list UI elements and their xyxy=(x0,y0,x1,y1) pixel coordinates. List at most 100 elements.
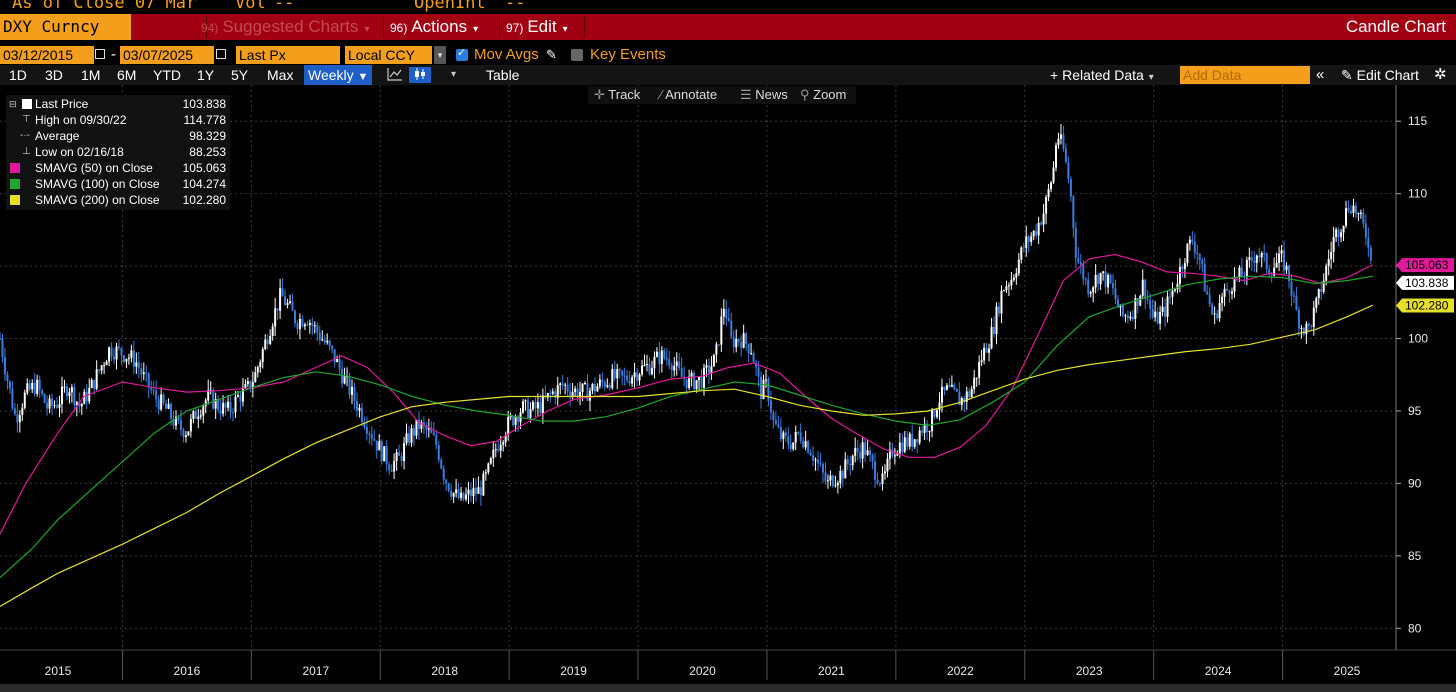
key-events-checkbox[interactable] xyxy=(571,49,583,61)
calendar-icon[interactable] xyxy=(216,49,226,59)
chevron-down-icon[interactable]: ▾ xyxy=(434,46,446,64)
candle-body xyxy=(1208,294,1211,305)
ticker-field[interactable]: DXY Curncy xyxy=(0,14,131,40)
zoom-button[interactable]: ⚲ Zoom xyxy=(800,86,846,104)
edit-button[interactable]: 97) Edit ▾ xyxy=(506,14,568,40)
candle-body xyxy=(1007,285,1010,287)
legend-label: Low on 02/16/18 xyxy=(35,145,124,159)
candle-body xyxy=(1273,267,1276,276)
period-6m[interactable]: 6M xyxy=(117,67,137,83)
candle-body xyxy=(417,419,420,429)
price-chart[interactable]: 80859095100105110115 2015201620172018201… xyxy=(0,85,1456,684)
candle-body xyxy=(807,441,810,453)
frequency-select[interactable]: Weekly ▼ xyxy=(304,65,373,85)
related-data-button[interactable]: + Related Data ▾ xyxy=(1050,65,1154,85)
candle-body xyxy=(819,463,822,465)
candle-body xyxy=(93,379,96,389)
candle-body xyxy=(908,433,911,447)
candle-body xyxy=(561,383,564,386)
chevron-down-icon: ▼ xyxy=(357,71,369,83)
end-date-field[interactable]: 03/07/2025 xyxy=(120,46,214,64)
candle-body xyxy=(1245,259,1248,277)
candle-body xyxy=(460,492,463,499)
collapse-icon[interactable]: ⊟ xyxy=(9,99,17,109)
suggested-num: 94) xyxy=(201,21,219,35)
candle-body xyxy=(1089,292,1092,294)
table-button[interactable]: Table xyxy=(486,67,520,83)
news-button[interactable]: ☰ News xyxy=(740,86,788,104)
price-field-select[interactable]: Last Px xyxy=(236,46,340,64)
y-tick-label: 110 xyxy=(1408,187,1427,201)
candle-body xyxy=(1213,313,1216,315)
suggested-charts-button[interactable]: 94) Suggested Charts ▾ xyxy=(201,14,369,40)
double-chevron-left-icon[interactable]: « xyxy=(1316,66,1325,83)
track-button[interactable]: ✛ Track xyxy=(594,86,640,104)
candle-body xyxy=(579,391,582,398)
candle-body xyxy=(802,440,805,448)
candle-body xyxy=(83,391,86,405)
candle-body xyxy=(489,458,492,464)
candle-body xyxy=(1349,210,1352,214)
currency-select[interactable]: Local CCY xyxy=(345,46,432,64)
period-1m[interactable]: 1M xyxy=(81,67,101,83)
candle-body xyxy=(1181,266,1184,269)
candle-body xyxy=(427,427,430,430)
edit-chart-button[interactable]: ✎ Edit Chart xyxy=(1341,65,1419,85)
candle-body xyxy=(348,375,351,395)
candle-body xyxy=(383,446,386,462)
candle-body xyxy=(355,400,358,411)
candle-body xyxy=(613,368,616,379)
candle-body xyxy=(1332,237,1335,252)
period-5y[interactable]: 5Y xyxy=(231,67,249,83)
candle-body xyxy=(477,487,480,494)
candle-body xyxy=(1206,291,1209,295)
candle-body xyxy=(358,407,361,411)
candle-body xyxy=(98,369,101,371)
candle-body xyxy=(1357,213,1360,215)
legend-last-price[interactable]: ⊟ Last Price 103.838 xyxy=(6,96,230,112)
chevron-down-icon[interactable]: ▾ xyxy=(451,69,457,80)
pencil-icon[interactable]: ✎ xyxy=(546,47,557,62)
period-1d[interactable]: 1D xyxy=(9,67,27,83)
legend-sma200[interactable]: SMAVG (200) on Close 102.280 xyxy=(6,192,230,208)
gear-icon[interactable]: ✲ xyxy=(1434,66,1447,83)
candle-body xyxy=(1109,274,1112,284)
mov-avgs-checkbox[interactable]: ✓ xyxy=(456,47,468,61)
annotate-button[interactable]: ⁄ Annotate xyxy=(660,86,717,104)
candle-body xyxy=(541,395,544,414)
candle-body xyxy=(75,401,78,406)
candle-body xyxy=(1059,134,1062,139)
period-1y[interactable]: 1Y xyxy=(197,67,215,83)
candle-body xyxy=(648,363,651,375)
candle-chart-icon[interactable] xyxy=(409,67,431,83)
line-chart-icon[interactable] xyxy=(384,67,406,83)
candle-body xyxy=(973,377,976,389)
candle-body xyxy=(1079,262,1082,265)
candle-body xyxy=(219,409,222,414)
candle-body xyxy=(782,432,785,440)
candle-body xyxy=(588,390,591,401)
candle-body xyxy=(512,416,515,426)
candle-body xyxy=(122,355,125,362)
candle-body xyxy=(769,400,772,413)
candle-body xyxy=(194,411,197,419)
add-data-input[interactable]: Add Data xyxy=(1180,66,1310,84)
candle-body xyxy=(556,385,559,398)
calendar-icon[interactable] xyxy=(95,49,105,59)
candle-body xyxy=(440,459,443,469)
candle-body xyxy=(467,489,470,495)
edit-label: Edit xyxy=(527,17,557,36)
candle-body xyxy=(90,379,93,388)
candle-body xyxy=(950,384,953,387)
actions-button[interactable]: 96) Actions ▾ xyxy=(390,14,478,40)
period-3d[interactable]: 3D xyxy=(45,67,63,83)
candle-body xyxy=(100,365,103,371)
candle-body xyxy=(643,364,646,366)
period-max[interactable]: Max xyxy=(267,67,294,83)
candle-body xyxy=(685,379,688,389)
bottom-scrollbar[interactable] xyxy=(0,684,1456,692)
period-ytd[interactable]: YTD xyxy=(153,67,181,83)
start-date-field[interactable]: 03/12/2015 xyxy=(0,46,94,64)
legend-sma50[interactable]: SMAVG (50) on Close 105.063 xyxy=(6,160,230,176)
legend-sma100[interactable]: SMAVG (100) on Close 104.274 xyxy=(6,176,230,192)
